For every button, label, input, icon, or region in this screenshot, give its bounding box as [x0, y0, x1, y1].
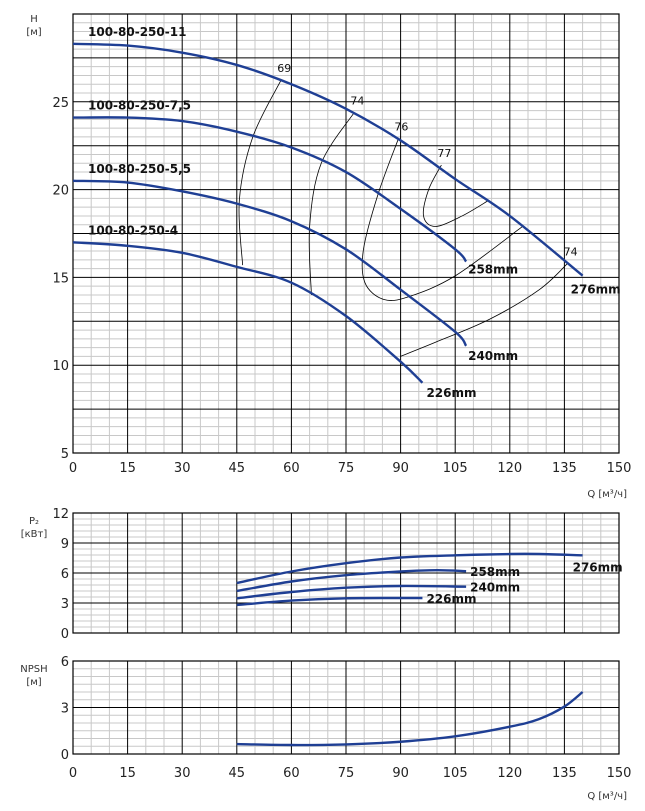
- x-tick-label: 75: [338, 461, 355, 476]
- x-tick-label: 120: [497, 461, 522, 476]
- y-axis-unit: [кВт]: [21, 529, 48, 540]
- x-axis-label: Q [м³/ч]: [587, 791, 627, 802]
- y-tick-label: 6: [61, 567, 69, 582]
- y-axis-label: H: [30, 14, 38, 25]
- curve-npsh: [236, 691, 584, 747]
- impeller-diameter-label: 226mm: [426, 386, 476, 400]
- x-tick-label: 45: [229, 766, 246, 781]
- efficiency-label: 74: [564, 245, 578, 258]
- y-tick-label: 25: [52, 96, 69, 111]
- curve-276mm: [72, 42, 584, 277]
- x-tick-label: 105: [443, 461, 468, 476]
- x-tick-label: 135: [552, 461, 577, 476]
- y-axis-unit: [м]: [26, 27, 41, 38]
- x-tick-label: 60: [283, 461, 300, 476]
- x-tick-label: 15: [119, 461, 136, 476]
- chart-head: [72, 13, 620, 454]
- pump-model-label: 100-80-250-7,5: [88, 99, 191, 113]
- x-tick-label: 105: [443, 766, 468, 781]
- y-tick-label: 0: [61, 627, 69, 642]
- plot-frame: [72, 660, 620, 755]
- efficiency-curve: [238, 79, 282, 266]
- pump-model-label: 100-80-250-5,5: [88, 162, 191, 176]
- x-tick-label: 150: [607, 766, 632, 781]
- efficiency-label: 69: [277, 62, 291, 75]
- pump-model-label: 100-80-250-4: [88, 223, 178, 237]
- y-tick-label: 3: [61, 702, 69, 717]
- x-tick-label: 60: [283, 766, 300, 781]
- y-tick-label: 12: [52, 507, 69, 522]
- curve-258mm: [72, 116, 468, 263]
- x-tick-label: 0: [69, 461, 77, 476]
- x-tick-label: 75: [338, 766, 355, 781]
- y-tick-label: 3: [61, 597, 69, 612]
- efficiency-curve: [422, 164, 490, 227]
- y-axis-unit: [м]: [26, 677, 41, 688]
- impeller-diameter-label: 276mm: [573, 560, 623, 574]
- impeller-diameter-label: 258mm: [470, 565, 520, 579]
- x-tick-label: 150: [607, 461, 632, 476]
- impeller-diameter-label: 226mm: [426, 592, 476, 606]
- y-tick-label: 10: [52, 359, 69, 374]
- impeller-diameter-label: 276mm: [571, 283, 621, 297]
- impeller-diameter-label: 258mm: [468, 263, 518, 277]
- x-tick-label: 90: [392, 461, 409, 476]
- curve-226mm: [236, 596, 423, 607]
- y-tick-label: 20: [52, 184, 69, 199]
- x-tick-label: 135: [552, 766, 577, 781]
- impeller-diameter-label: 240mm: [468, 349, 518, 363]
- impeller-diameter-label: 240mm: [470, 581, 520, 595]
- y-tick-label: 5: [61, 447, 69, 462]
- efficiency-curve: [361, 138, 523, 301]
- y-axis-label: P₂: [29, 516, 39, 527]
- x-tick-label: 15: [119, 766, 136, 781]
- x-tick-label: 45: [229, 461, 246, 476]
- plot-frame: [72, 512, 620, 634]
- efficiency-curve: [400, 263, 568, 357]
- plot-frame: [72, 13, 620, 454]
- efficiency-curve: [308, 112, 355, 295]
- pump-model-label: 100-80-250-11: [88, 25, 186, 39]
- x-tick-label: 30: [174, 461, 191, 476]
- chart-power: [72, 512, 620, 634]
- curve-276mm: [236, 552, 583, 585]
- x-tick-label: 0: [69, 766, 77, 781]
- efficiency-label: 76: [394, 121, 408, 134]
- chart-npsh: [72, 660, 620, 755]
- curve-258mm: [236, 568, 467, 593]
- x-tick-label: 90: [392, 766, 409, 781]
- efficiency-label: 77: [437, 147, 451, 160]
- curve-240mm: [72, 179, 468, 347]
- x-tick-label: 30: [174, 766, 191, 781]
- y-tick-label: 9: [61, 537, 69, 552]
- y-tick-label: 6: [61, 655, 69, 670]
- x-axis-label: Q [м³/ч]: [587, 489, 627, 500]
- x-tick-label: 120: [497, 766, 522, 781]
- efficiency-label: 74: [350, 94, 364, 107]
- y-tick-label: 0: [61, 748, 69, 763]
- curve-226mm: [72, 241, 424, 384]
- curve-240mm: [236, 584, 467, 600]
- y-axis-label: NPSH: [20, 664, 47, 675]
- y-tick-label: 15: [52, 271, 69, 286]
